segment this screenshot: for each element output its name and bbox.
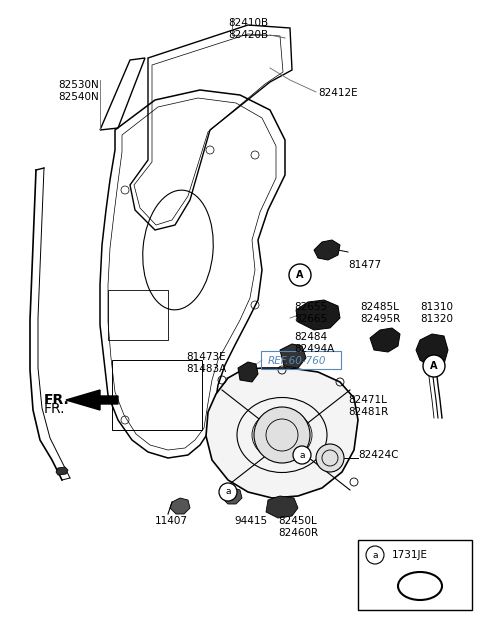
Text: 82424C: 82424C xyxy=(358,450,398,460)
Text: a: a xyxy=(372,550,378,559)
Bar xyxy=(358,540,472,610)
Text: a: a xyxy=(225,488,231,496)
Polygon shape xyxy=(206,368,358,498)
Text: A: A xyxy=(296,270,304,280)
Text: A: A xyxy=(430,361,438,371)
Text: 81477: 81477 xyxy=(348,260,381,270)
Circle shape xyxy=(316,444,344,472)
Text: 82655
82665: 82655 82665 xyxy=(294,302,327,323)
Circle shape xyxy=(254,407,310,463)
Polygon shape xyxy=(266,496,298,518)
Text: 81310
81320: 81310 81320 xyxy=(420,302,453,323)
Text: 82471L
82481R: 82471L 82481R xyxy=(348,395,388,417)
Text: 82530N
82540N: 82530N 82540N xyxy=(58,80,99,101)
Text: 82484
82494A: 82484 82494A xyxy=(294,332,334,354)
Text: 11407: 11407 xyxy=(155,516,188,526)
Bar xyxy=(108,290,168,340)
Bar xyxy=(112,360,202,430)
Circle shape xyxy=(293,446,311,464)
Polygon shape xyxy=(56,467,68,475)
Circle shape xyxy=(366,546,384,564)
Text: 82410B
82420B: 82410B 82420B xyxy=(228,18,268,39)
Text: FR.: FR. xyxy=(44,402,65,416)
Circle shape xyxy=(219,483,237,501)
Text: 94415: 94415 xyxy=(234,516,267,526)
Text: REF.60-760: REF.60-760 xyxy=(268,356,326,366)
Circle shape xyxy=(423,355,445,377)
Polygon shape xyxy=(222,488,242,504)
Polygon shape xyxy=(416,334,448,368)
Text: 82485L
82495R: 82485L 82495R xyxy=(360,302,400,323)
Text: 82450L
82460R: 82450L 82460R xyxy=(278,516,318,538)
Polygon shape xyxy=(314,240,340,260)
Circle shape xyxy=(289,264,311,286)
Polygon shape xyxy=(280,344,306,368)
Text: 81473E
81483A: 81473E 81483A xyxy=(186,352,226,373)
Polygon shape xyxy=(296,300,340,330)
Text: 82412E: 82412E xyxy=(318,88,358,98)
Text: FR.: FR. xyxy=(44,393,70,407)
Polygon shape xyxy=(238,362,258,382)
Polygon shape xyxy=(66,390,118,410)
Polygon shape xyxy=(370,328,400,352)
Text: a: a xyxy=(299,451,305,460)
Polygon shape xyxy=(170,498,190,514)
Text: 1731JE: 1731JE xyxy=(392,550,428,560)
